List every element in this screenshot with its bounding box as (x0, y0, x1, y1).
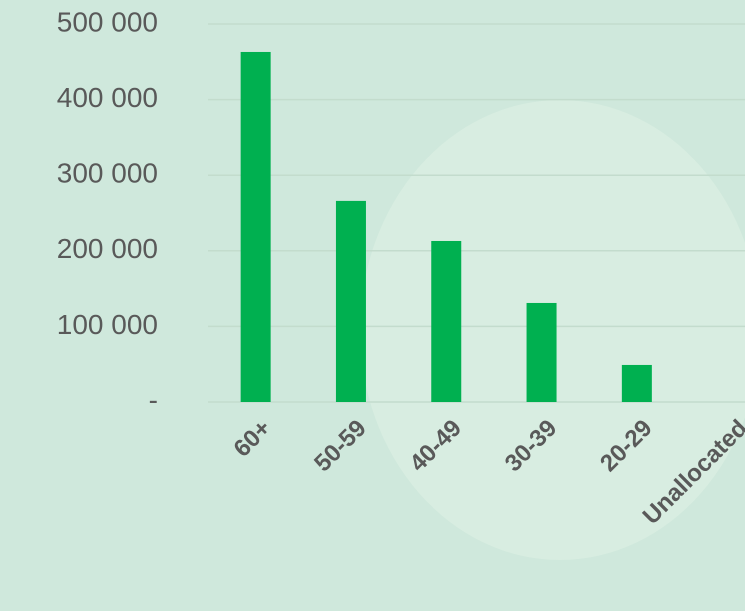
y-tick-label: - (149, 384, 158, 415)
y-tick-label: 300 000 (57, 158, 158, 189)
bar (527, 303, 557, 402)
chart: -100 000200 000300 000400 000500 00060+5… (0, 0, 745, 611)
bar (622, 365, 652, 402)
y-tick-label: 400 000 (57, 82, 158, 113)
bar (336, 201, 366, 402)
bar (431, 241, 461, 402)
y-tick-label: 100 000 (57, 309, 158, 340)
bar (241, 52, 271, 402)
y-tick-label: 500 000 (57, 6, 158, 37)
page: {"chart_data": {"type": "bar", "categori… (0, 0, 745, 611)
y-tick-label: 200 000 (57, 233, 158, 264)
